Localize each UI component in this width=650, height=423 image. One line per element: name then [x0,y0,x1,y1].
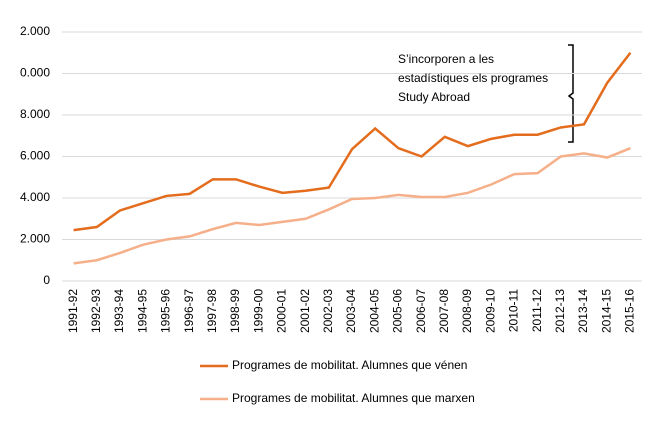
legend-label: Programes de mobilitat. Alumnes que marx… [232,391,475,405]
x-tick-label: 1996-97 [182,289,196,333]
y-tick-label: 2.000 [20,232,50,246]
x-tick-label: 2008-09 [460,289,474,333]
x-tick-label: 2010-11 [507,289,521,332]
annotation: S’incorporen a les [398,52,494,66]
x-tick-label: 2005-06 [391,289,405,333]
x-tick-label: 1999-00 [251,289,265,333]
x-tick-label: 2009-10 [483,289,497,333]
x-tick-label: 2004-05 [367,289,381,333]
annotation: Study Abroad [398,90,470,104]
x-tick-label: 2001-02 [298,289,312,333]
x-tick-label: 2014-15 [599,289,613,333]
x-tick-label: 2013-14 [576,289,590,333]
y-tick-label: 0 [43,273,50,287]
x-tick-label: 2006-07 [414,289,428,333]
x-tick-label: 2011-12 [530,289,544,332]
x-tick-label: 1993-94 [112,289,126,333]
y-tick-label: 2.000 [20,24,50,38]
annotation-bracket [567,44,574,143]
y-tick-label: 8.000 [20,107,50,121]
x-tick-label: 1997-98 [205,289,219,333]
x-tick-label: 2007-08 [437,289,451,333]
y-tick-label: 0.000 [20,66,50,80]
series-line [73,147,631,265]
x-tick-label: 1991-92 [66,289,80,333]
x-tick-label: 2002-03 [321,289,335,333]
legend-label: Programes de mobilitat. Alumnes que véne… [232,358,467,372]
annotation: estadístiques els programes [398,71,548,85]
x-tick-label: 1998-99 [228,289,242,333]
x-tick-label: 2012-13 [553,289,567,333]
x-tick-label: 1992-93 [89,289,103,333]
x-tick-label: 2003-04 [344,289,358,333]
y-tick-label: 4.000 [20,190,50,204]
y-tick-label: 6.000 [20,149,50,163]
x-tick-label: 1995-96 [159,289,173,333]
series-line [73,51,632,232]
x-tick-label: 2000-01 [275,289,289,333]
x-tick-label: 2015-16 [623,289,637,333]
x-tick-label: 1994-95 [135,289,149,333]
